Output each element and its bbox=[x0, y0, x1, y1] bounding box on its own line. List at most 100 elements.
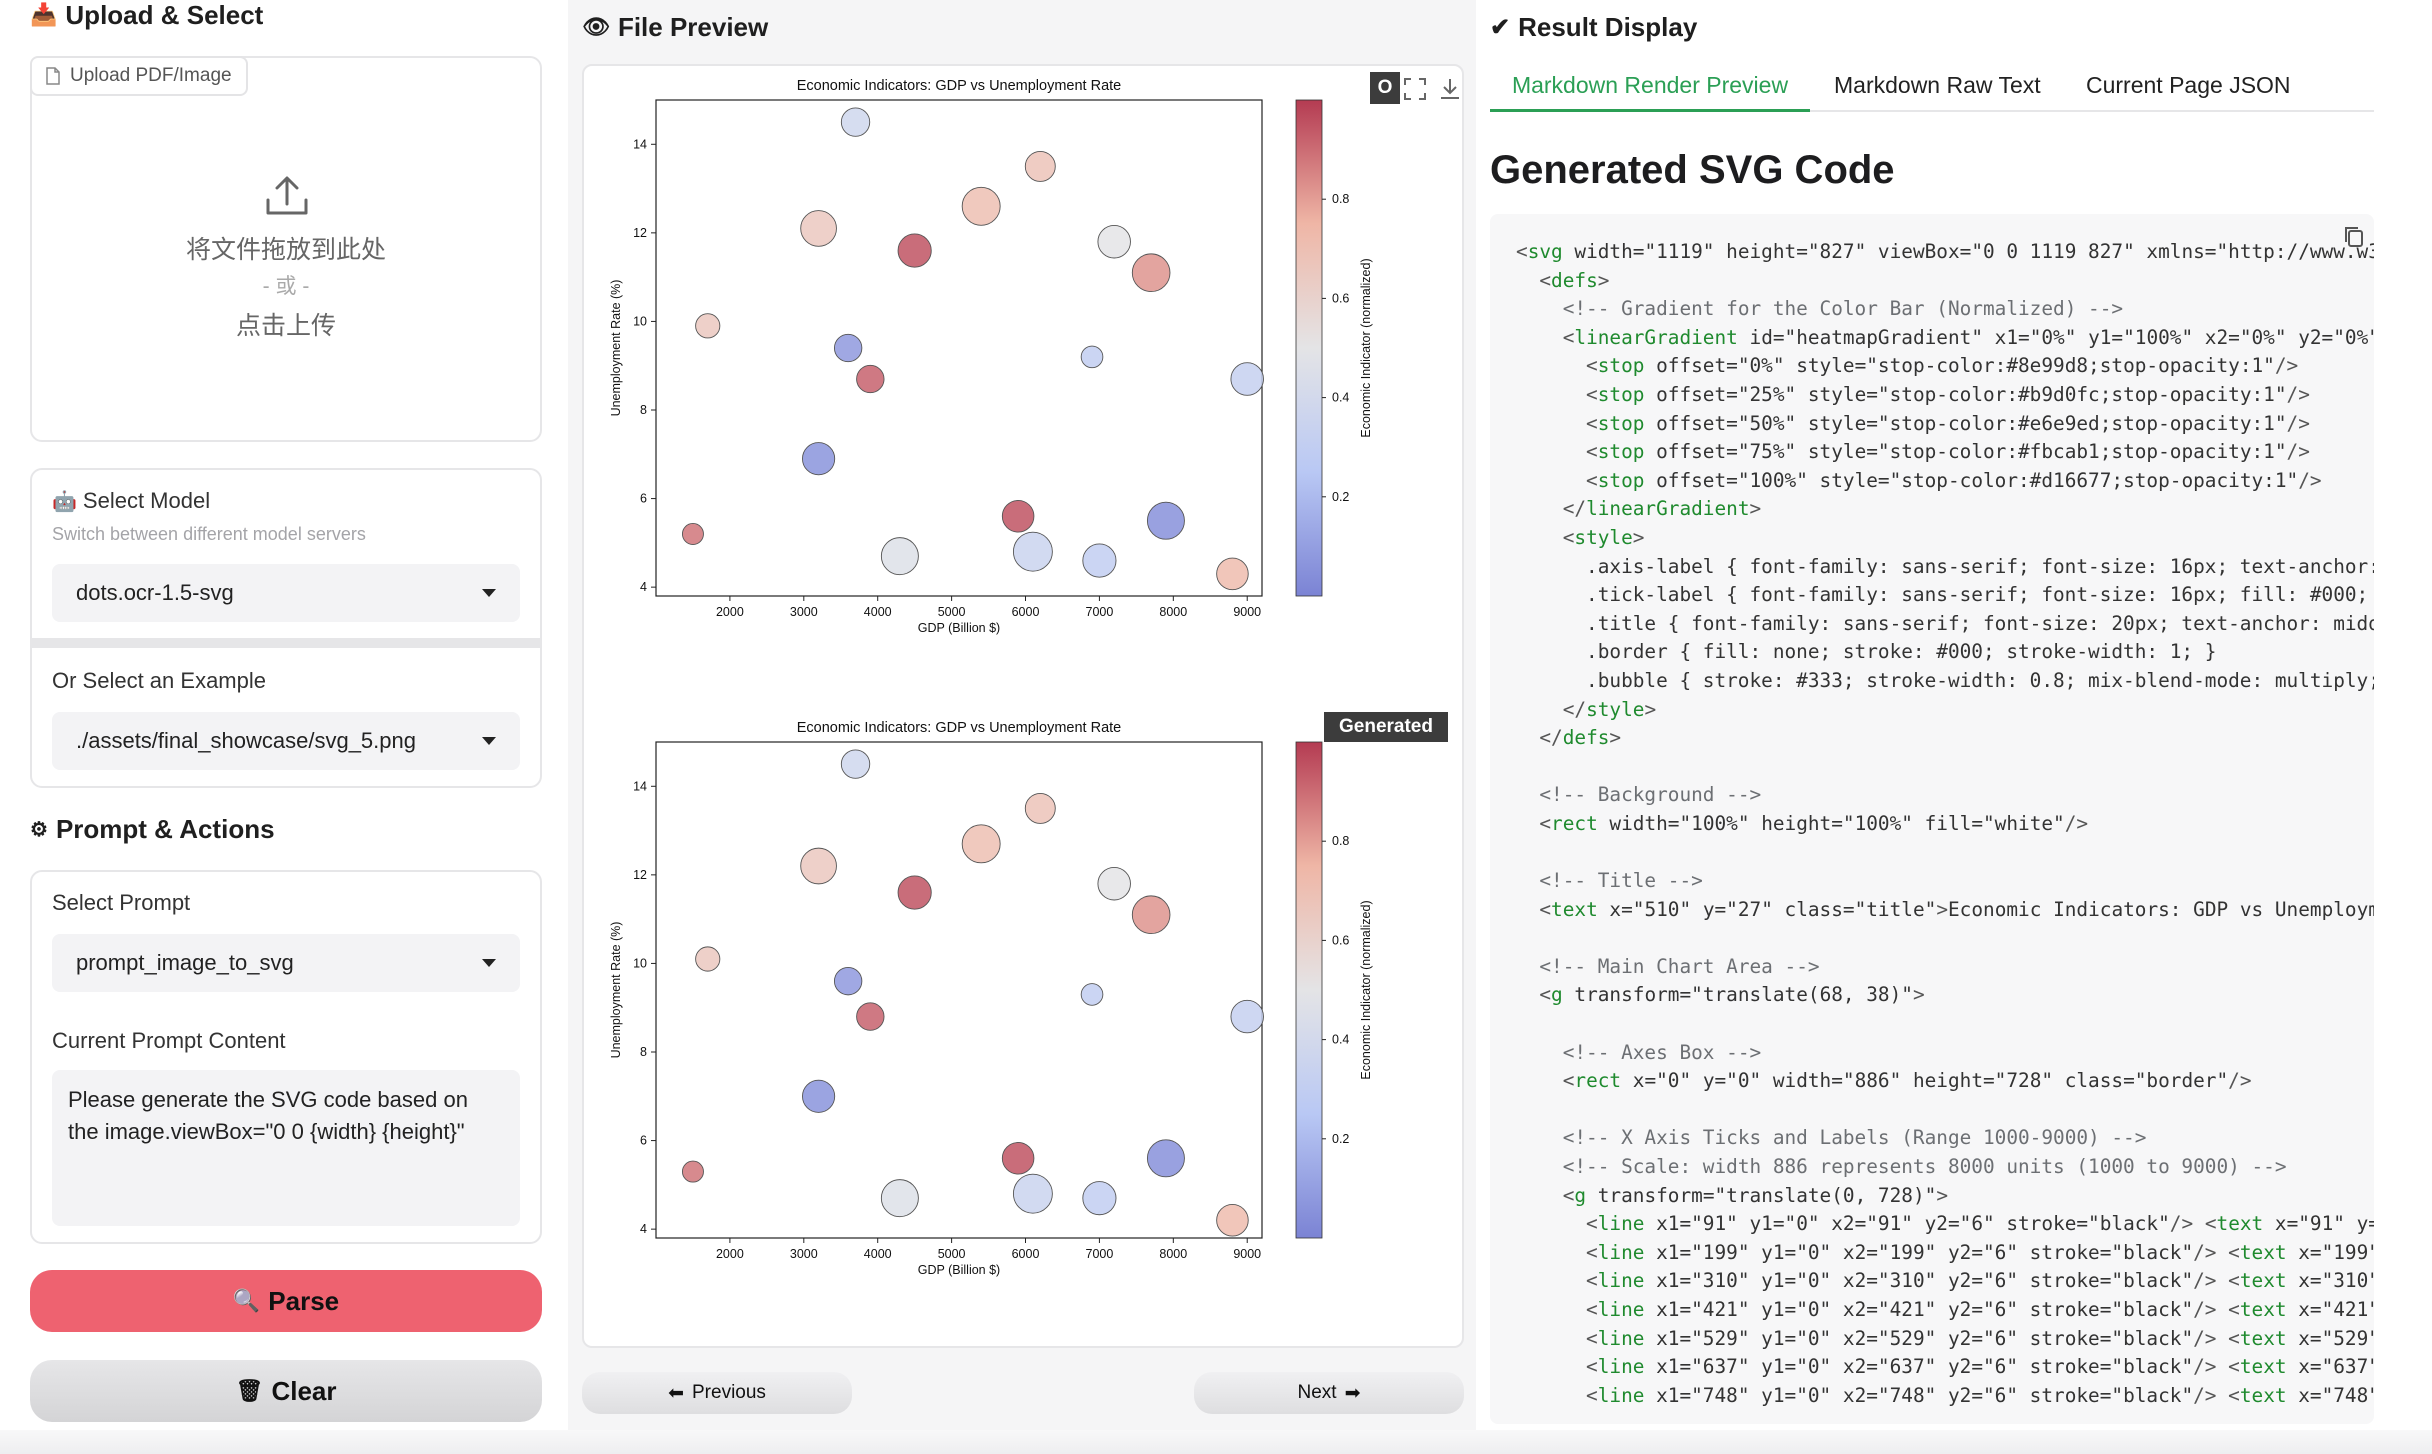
file-preview-title: 👁 File Preview bbox=[582, 11, 769, 42]
code-line: <line x1="310" y1="0" x2="310" y2="6" st… bbox=[1586, 1269, 2374, 1293]
previous-button[interactable]: ⬅ Previous bbox=[582, 1372, 852, 1414]
data-bubble bbox=[1146, 501, 1185, 540]
data-bubble bbox=[897, 233, 932, 268]
code-line: <!-- Title --> bbox=[1539, 869, 1703, 893]
code-line bbox=[1516, 838, 2374, 867]
code-line: <!-- Scale: width 886 represents 8000 un… bbox=[1562, 1155, 2287, 1178]
upload-dropzone[interactable]: Upload PDF/Image 将文件拖放到此处 - 或 - 点击上传 bbox=[30, 56, 542, 442]
data-bubble bbox=[961, 824, 1001, 864]
code-line: .title { font-family: sans-serif; font-s… bbox=[1516, 611, 2374, 635]
code-line: .bubble { stroke: #333; stroke-width: 0.… bbox=[1516, 668, 2374, 692]
data-bubble bbox=[1001, 1142, 1035, 1175]
x-tick-label: 2000 bbox=[716, 605, 744, 619]
chart-title: Economic Indicators: GDP vs Unemployment… bbox=[797, 78, 1122, 94]
data-bubble bbox=[802, 442, 836, 476]
code-line: <rect x="0" y="0" width="886" height="72… bbox=[1562, 1069, 2252, 1093]
y-tick-label: 4 bbox=[640, 580, 647, 594]
code-line: <line x1="421" y1="0" x2="421" y2="6" st… bbox=[1586, 1297, 2374, 1321]
clear-button[interactable]: 🗑 Clear bbox=[30, 1360, 542, 1422]
data-bubble bbox=[840, 749, 871, 779]
data-bubble bbox=[800, 847, 837, 885]
prompt-content-label: Current Prompt Content bbox=[52, 1028, 286, 1053]
divider bbox=[32, 638, 540, 648]
code-line: <line x1="199" y1="0" x2="199" y2="6" st… bbox=[1586, 1240, 2374, 1264]
colorbar-tick-label: 0.8 bbox=[1332, 192, 1349, 206]
click-upload-text: 点击上传 bbox=[235, 312, 336, 340]
fullscreen-icon[interactable] bbox=[1402, 76, 1428, 102]
generated-badge: Generated bbox=[1324, 712, 1448, 742]
data-bubble bbox=[856, 1002, 885, 1031]
y-tick-label: 12 bbox=[633, 226, 647, 240]
parse-button[interactable]: 🔍 Parse bbox=[30, 1270, 542, 1332]
code-line: </style> bbox=[1562, 697, 1657, 721]
magnifier-icon: 🔍 bbox=[232, 1288, 261, 1313]
data-bubble bbox=[1082, 543, 1117, 578]
code-line: <!-- Axes Box --> bbox=[1562, 1040, 1762, 1064]
upload-tab[interactable]: Upload PDF/Image bbox=[30, 56, 248, 96]
original-chart-image: Economic Indicators: GDP vs Unemployment… bbox=[586, 70, 1462, 704]
code-line bbox=[1516, 1010, 2374, 1039]
code-line bbox=[1516, 924, 2374, 953]
x-tick-label: 4000 bbox=[864, 1247, 892, 1261]
data-bubble bbox=[681, 1160, 704, 1183]
tab-current-page-json[interactable]: Current Page JSON bbox=[2086, 72, 2291, 98]
x-tick-label: 3000 bbox=[790, 605, 818, 619]
x-tick-label: 9000 bbox=[1233, 605, 1261, 619]
chevron-down-icon bbox=[482, 589, 496, 597]
data-bubble bbox=[1146, 1139, 1185, 1178]
code-line: <stop offset="0%" style="stop-color:#8e9… bbox=[1586, 354, 2299, 378]
y-axis-label: Unemployment Rate (%) bbox=[609, 922, 623, 1059]
result-heading: Generated SVG Code bbox=[1490, 148, 1895, 192]
axes-frame bbox=[655, 741, 1263, 1239]
data-bubble bbox=[833, 333, 863, 363]
code-line: <g transform="translate(0, 728)"> bbox=[1562, 1183, 1948, 1207]
code-line: <line x1="529" y1="0" x2="529" y2="6" st… bbox=[1586, 1326, 2374, 1350]
check-icon: ✔ bbox=[1490, 13, 1511, 41]
prompt-content-textarea[interactable]: Please generate the SVG code based on th… bbox=[52, 1070, 520, 1226]
gear-icon: ⚙ bbox=[30, 818, 48, 841]
colorbar-tick-label: 0.6 bbox=[1332, 933, 1349, 947]
code-line: <!-- Background --> bbox=[1539, 783, 1762, 807]
code-line: <stop offset="25%" style="stop-color:#b9… bbox=[1586, 382, 2310, 406]
prompt-card: Select Prompt prompt_image_to_svg Curren… bbox=[30, 870, 542, 1244]
generated-chart: Economic Indicators: GDP vs Unemployment… bbox=[609, 720, 1373, 1277]
code-line: <text x="510" y="27" class="title">Econo… bbox=[1539, 897, 2374, 921]
code-line: <!-- Gradient for the Color Bar (Normali… bbox=[1562, 297, 2124, 321]
data-bubble bbox=[1082, 1181, 1117, 1216]
data-bubble bbox=[1097, 224, 1131, 259]
example-label: Or Select an Example bbox=[52, 668, 266, 693]
arrow-right-icon: ➡ bbox=[1344, 1382, 1361, 1404]
prompt-select[interactable]: prompt_image_to_svg bbox=[52, 934, 520, 992]
code-line: <stop offset="50%" style="stop-color:#e6… bbox=[1586, 411, 2310, 435]
x-tick-label: 8000 bbox=[1159, 605, 1187, 619]
chevron-down-icon bbox=[482, 959, 496, 967]
code-line: .border { fill: none; stroke: #000; stro… bbox=[1516, 640, 2217, 664]
x-axis-label: GDP (Billion $) bbox=[918, 1263, 1000, 1277]
data-bubble bbox=[1230, 999, 1264, 1034]
model-select[interactable]: dots.ocr-1.5-svg bbox=[52, 564, 520, 622]
tab-markdown-render-preview[interactable]: Markdown Render Preview bbox=[1490, 72, 1810, 112]
example-select[interactable]: ./assets/final_showcase/svg_5.png bbox=[52, 712, 520, 770]
x-tick-label: 4000 bbox=[864, 605, 892, 619]
data-bubble bbox=[833, 966, 863, 996]
trash-icon: 🗑 bbox=[235, 1378, 264, 1403]
data-bubble bbox=[1216, 557, 1249, 591]
model-sublabel: Switch between different model servers bbox=[52, 524, 366, 544]
colorbar bbox=[1295, 741, 1323, 1239]
colorbar-label: Economic Indicator (normalized) bbox=[1359, 258, 1373, 437]
tab-markdown-raw-text[interactable]: Markdown Raw Text bbox=[1834, 72, 2041, 98]
colorbar-tick-label: 0.2 bbox=[1332, 1132, 1349, 1146]
x-tick-label: 5000 bbox=[938, 605, 966, 619]
colorbar-label: Economic Indicator (normalized) bbox=[1359, 900, 1373, 1079]
code-line bbox=[1516, 1096, 2374, 1125]
x-tick-label: 6000 bbox=[1012, 605, 1040, 619]
x-tick-label: 7000 bbox=[1086, 1247, 1114, 1261]
download-icon[interactable] bbox=[1438, 76, 1462, 102]
copy-icon[interactable] bbox=[2342, 224, 2366, 250]
eye-icon: 👁 bbox=[582, 14, 610, 39]
next-button[interactable]: Next ➡ bbox=[1194, 1372, 1464, 1414]
colorbar-tick-label: 0.6 bbox=[1332, 291, 1349, 305]
y-tick-label: 4 bbox=[640, 1222, 647, 1236]
result-tabs: Markdown Render Preview Markdown Raw Tex… bbox=[1490, 64, 2374, 112]
file-icon bbox=[46, 67, 60, 85]
